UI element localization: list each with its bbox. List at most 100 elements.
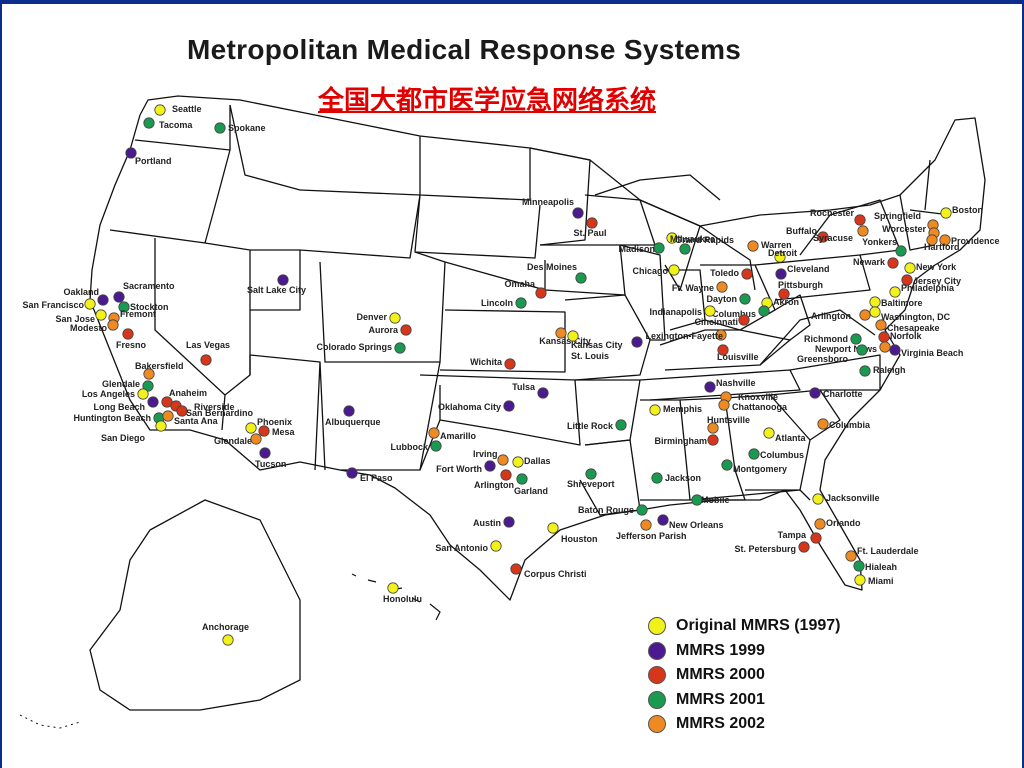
city-label-lexington-fayette: Lexington-Fayette — [645, 331, 723, 341]
city-label-columbus: Columbus — [712, 309, 756, 319]
city-label-tacoma: Tacoma — [159, 120, 193, 130]
city-marker-ft-lauderdale — [845, 550, 857, 562]
city-label-philadelphia: Philadelphia — [901, 283, 955, 293]
city-chattanooga: Chattanooga — [718, 399, 788, 412]
border-nv-ut — [204, 242, 251, 375]
city-label-toledo: Toledo — [710, 268, 739, 278]
city-salt-lake-city: Salt Lake City — [247, 274, 306, 295]
city-marker-seattle — [154, 104, 166, 116]
city-marker-albuquerque — [343, 405, 355, 417]
city-label-boston: Boston — [952, 205, 983, 215]
city-charlotte: Charlotte — [809, 387, 863, 399]
city-glendale: Glendale — [102, 379, 154, 392]
city-marker-kansas-city — [555, 327, 567, 339]
city-label-tucson: Tucson — [255, 459, 286, 469]
city-label-portland: Portland — [135, 156, 172, 166]
city-label-jackson: Jackson — [665, 473, 701, 483]
city-grand-rapids: Grand Rapids — [675, 235, 734, 255]
city-marker-san-antonio — [490, 540, 502, 552]
city-baltimore: Baltimore — [869, 296, 923, 308]
border-fl — [689, 489, 811, 501]
city-marker-rochester — [854, 214, 866, 226]
city-marker-mesa — [258, 425, 270, 437]
city-label-dallas: Dallas — [524, 456, 551, 466]
city-marker-milwaukee — [666, 232, 678, 244]
city-little-rock: Little Rock — [567, 419, 627, 431]
border-nd — [419, 136, 531, 201]
border-wa-or — [134, 139, 231, 151]
city-label-st-louis: St. Louis — [571, 351, 609, 361]
city-label-glendale: Glendale — [214, 436, 252, 446]
city-buffalo: Buffalo — [786, 226, 829, 243]
city-label-miami: Miami — [868, 576, 894, 586]
city-label-detroit: Detroit — [768, 248, 797, 258]
city-st-louis: St. Louis — [571, 336, 643, 361]
city-marker-atlanta — [763, 427, 775, 439]
city-label-jefferson-parish: Jefferson Parish — [616, 531, 687, 541]
city-marker-yonkers — [895, 245, 907, 257]
border-ca-nv — [154, 238, 226, 431]
city-tulsa: Tulsa — [512, 382, 549, 399]
city-label-san-diego: San Diego — [101, 433, 146, 443]
city-marker-glendale — [142, 380, 154, 392]
city-norfolk: Norfolk — [878, 331, 922, 343]
city-tacoma: Tacoma — [143, 117, 193, 130]
city-philadelphia: Philadelphia — [889, 283, 955, 298]
city-oklahoma-city: Oklahoma City — [438, 400, 515, 412]
city-marker-stockton — [118, 301, 130, 313]
city-houston: Houston — [547, 522, 598, 544]
legend-dot-2001 — [648, 690, 666, 709]
city-columbus: Columbus — [712, 305, 770, 319]
city-label-hialeah: Hialeah — [865, 562, 897, 572]
city-label-lubbock: Lubbock — [391, 442, 429, 452]
city-label-omaha: Omaha — [504, 279, 536, 289]
border-az — [224, 354, 321, 471]
city-marker-el-paso — [346, 467, 358, 479]
map-title: Metropolitan Medical Response Systems — [187, 34, 742, 65]
city-label-el-paso: El Paso — [360, 473, 393, 483]
city-label-glendale: Glendale — [102, 379, 140, 389]
city-syracuse: Syracuse — [813, 225, 869, 243]
city-label-austin: Austin — [473, 518, 501, 528]
city-miami: Miami — [854, 574, 894, 586]
city-label-aurora: Aurora — [368, 325, 398, 335]
city-louisville: Louisville — [717, 344, 759, 362]
city-marker-sacramento — [113, 291, 125, 303]
city-denver: Denver — [356, 312, 401, 324]
city-label-nashville: Nashville — [716, 378, 756, 388]
city-marker-tulsa — [537, 387, 549, 399]
city-label-knoxville: Knoxville — [738, 392, 778, 402]
border-nc — [789, 354, 881, 391]
legend-dot-2002 — [648, 715, 666, 734]
city-albuquerque: Albuquerque — [325, 405, 381, 427]
city-corpus-christi: Corpus Christi — [510, 563, 587, 579]
city-oakland: Oakland — [63, 287, 109, 306]
city-virginia-beach: Virginia Beach — [889, 344, 963, 358]
city-label-new-york: New York — [916, 262, 957, 272]
city-marker-boston — [940, 207, 952, 219]
city-marker-charlotte — [809, 387, 821, 399]
city-marker-chattanooga — [718, 399, 730, 411]
city-omaha: Omaha — [504, 279, 547, 299]
city-marker-buffalo — [817, 231, 829, 243]
city-madison: Madison — [618, 242, 665, 254]
city-yonkers: Yonkers — [862, 237, 907, 257]
city-label-stockton: Stockton — [130, 302, 169, 312]
city-label-norfolk: Norfolk — [890, 331, 922, 341]
city-marker-salt-lake-city — [277, 274, 289, 286]
city-amarillo: Amarillo — [428, 427, 477, 441]
city-marker-birmingham — [707, 434, 719, 446]
city-label-salt-lake-city: Salt Lake City — [247, 285, 306, 295]
city-label-amarillo: Amarillo — [440, 431, 477, 441]
city-label-huntsville: Huntsville — [707, 415, 750, 425]
city-marker-chicago — [668, 264, 680, 276]
city-milwaukee: Milwaukee — [666, 232, 715, 244]
city-marker-houston — [547, 522, 559, 534]
alaska-islands — [19, 714, 81, 729]
city-label-chicago: Chicago — [632, 266, 668, 276]
city-fresno: Fresno — [116, 328, 147, 350]
city-label-charlotte: Charlotte — [823, 389, 863, 399]
city-label-minneapolis: Minneapolis — [522, 197, 574, 207]
city-marker-new-york — [904, 262, 916, 274]
border-id-mt — [229, 104, 301, 191]
